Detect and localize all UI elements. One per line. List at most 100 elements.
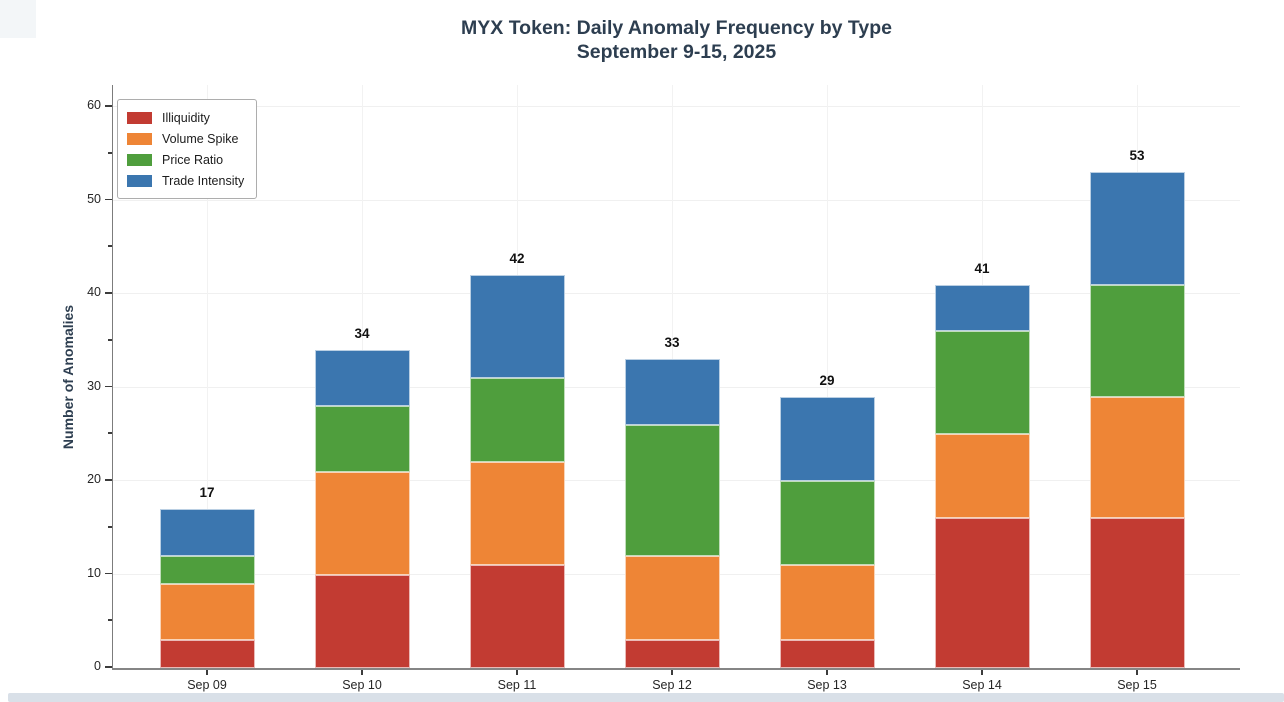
legend-label-illiquidity: Illiquidity — [162, 110, 210, 125]
bar-sep-09 — [159, 509, 255, 668]
x-tick-label-sep-09: Sep 09 — [187, 678, 227, 692]
legend-item-price-ratio: Price Ratio — [127, 149, 244, 170]
bar-segment-trade-intensity — [469, 275, 565, 379]
bar-segment-trade-intensity — [1089, 172, 1185, 285]
legend-swatch-price-ratio — [127, 153, 152, 166]
legend-swatch-trade-intensity — [127, 174, 152, 187]
legend-swatch-illiquidity — [127, 111, 152, 124]
chart-title: MYX Token: Daily Anomaly Frequency by Ty… — [461, 17, 892, 39]
legend: Illiquidity Volume Spike Price Ratio Trade … — [117, 99, 258, 199]
gridline-y-50 — [113, 199, 1240, 201]
bar-sep-12 — [624, 359, 720, 668]
y-tick-label-0: 0 — [94, 659, 101, 673]
bar-segment-illiquidity — [624, 639, 720, 668]
legend-label-volume-spike: Volume Spike — [162, 131, 239, 146]
window-bottom-strip — [8, 693, 1284, 702]
x-tick-label-sep-15: Sep 15 — [1117, 678, 1157, 692]
legend-item-trade-intensity: Trade Intensity — [127, 170, 244, 191]
x-tick-label-sep-12: Sep 12 — [652, 678, 692, 692]
chart-title-block: MYX Token: Daily Anomaly Frequency by Ty… — [113, 16, 1240, 64]
bar-segment-price-ratio — [159, 555, 255, 584]
y-tick-label-20: 20 — [87, 472, 101, 486]
bar-segment-volume-spike — [779, 565, 875, 640]
y-tick-label-60: 60 — [87, 98, 101, 112]
legend-swatch-volume-spike — [127, 132, 152, 145]
bar-segment-trade-intensity — [159, 509, 255, 556]
y-tick-30 — [105, 385, 112, 388]
y-axis-label: Number of Anomalies — [60, 304, 76, 450]
bar-segment-illiquidity — [314, 574, 410, 668]
bar-segment-price-ratio — [314, 406, 410, 472]
y-tick-0 — [105, 666, 112, 668]
bar-total-sep-14: 41 — [974, 260, 990, 276]
bar-segment-trade-intensity — [779, 396, 875, 482]
bar-segment-volume-spike — [314, 471, 410, 575]
gridline-y-60 — [113, 106, 1240, 107]
bar-segment-price-ratio — [934, 331, 1030, 435]
x-tick-sep-13 — [826, 670, 828, 675]
y-tick-20 — [105, 479, 112, 481]
x-tick-label-sep-13: Sep 13 — [807, 678, 847, 692]
bar-segment-illiquidity — [1089, 518, 1185, 668]
y-tick-label-10: 10 — [87, 565, 101, 580]
x-tick-sep-12 — [671, 670, 673, 675]
y-minor-tick-5 — [108, 619, 112, 622]
bar-segment-illiquidity — [469, 565, 565, 668]
y-minor-tick-45 — [108, 245, 112, 248]
x-tick-sep-14 — [981, 670, 983, 675]
bar-segment-illiquidity — [934, 518, 1030, 668]
y-minor-tick-25 — [108, 432, 112, 435]
y-minor-tick-55 — [108, 151, 112, 154]
bar-sep-11 — [469, 275, 565, 668]
y-tick-label-30: 30 — [87, 378, 101, 393]
bar-segment-illiquidity — [159, 639, 255, 668]
bar-segment-price-ratio — [469, 378, 565, 463]
bar-segment-illiquidity — [779, 639, 875, 668]
x-tick-sep-10 — [361, 670, 363, 675]
bar-segment-volume-spike — [469, 462, 565, 566]
x-tick-label-sep-10: Sep 10 — [342, 678, 382, 692]
bar-segment-trade-intensity — [624, 359, 720, 425]
plot-area: Illiquidity Volume Spike Price Ratio Trade … — [87, 85, 1240, 692]
bar-segment-price-ratio — [1089, 284, 1185, 397]
bar-segment-volume-spike — [934, 434, 1030, 519]
y-axis-spine — [112, 85, 114, 669]
bar-total-sep-09: 17 — [199, 485, 215, 501]
bar-sep-13 — [779, 396, 875, 668]
bar-sep-14 — [934, 284, 1030, 668]
chart-subtitle: September 9-15, 2025 — [576, 41, 777, 63]
legend-item-volume-spike: Volume Spike — [127, 128, 244, 149]
bar-total-sep-15: 53 — [1129, 148, 1145, 164]
corner-artifact — [0, 0, 36, 38]
y-tick-10 — [105, 572, 112, 575]
y-tick-40 — [105, 292, 112, 294]
gridline-y-40 — [113, 293, 1240, 294]
legend-label-price-ratio: Price Ratio — [162, 152, 224, 167]
x-tick-label-sep-11: Sep 11 — [497, 678, 537, 692]
bar-segment-volume-spike — [1089, 396, 1185, 519]
bar-total-sep-10: 34 — [354, 326, 370, 342]
bar-total-sep-13: 29 — [819, 372, 835, 388]
legend-label-trade-intensity: Trade Intensity — [162, 173, 245, 188]
bar-total-sep-11: 42 — [509, 251, 525, 267]
bar-sep-10 — [314, 350, 410, 668]
bar-total-sep-12: 33 — [664, 335, 680, 351]
bar-segment-volume-spike — [624, 555, 720, 640]
y-tick-label-50: 50 — [87, 191, 101, 206]
y-minor-tick-35 — [108, 338, 112, 341]
x-tick-sep-09 — [206, 670, 208, 675]
y-tick-label-40: 40 — [87, 285, 101, 299]
x-tick-sep-15 — [1136, 670, 1138, 675]
bar-segment-price-ratio — [624, 424, 720, 556]
legend-item-illiquidity: Illiquidity — [127, 107, 244, 128]
bar-sep-15 — [1089, 172, 1185, 668]
y-tick-50 — [105, 198, 112, 201]
bar-segment-price-ratio — [779, 481, 875, 566]
gridline-x-sep-09 — [207, 85, 208, 669]
x-tick-sep-11 — [516, 670, 518, 675]
gridline-x-sep-13 — [827, 85, 828, 669]
bar-segment-trade-intensity — [314, 350, 410, 407]
y-minor-tick-15 — [108, 525, 112, 528]
x-axis-spine — [112, 668, 1240, 670]
